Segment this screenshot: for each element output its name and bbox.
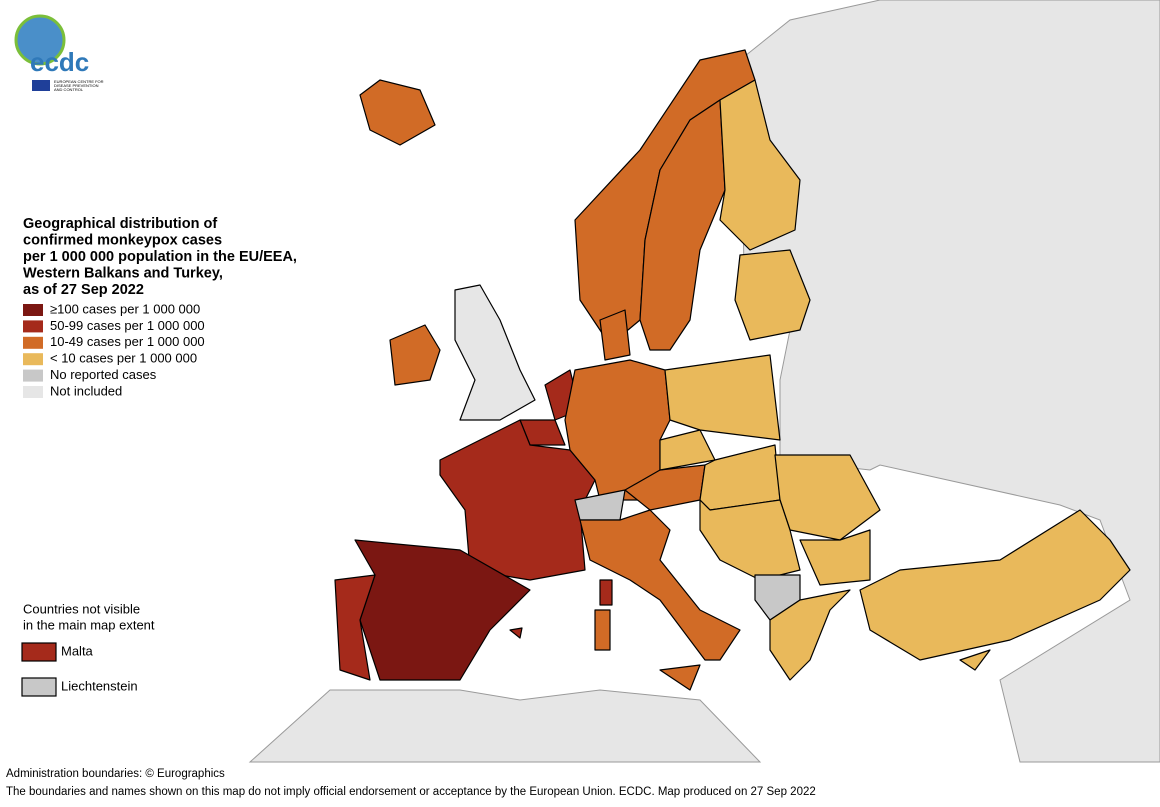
logo-globe xyxy=(16,16,64,64)
title: Geographical distribution of xyxy=(23,216,217,232)
legend-label: ≥100 cases per 1 000 000 xyxy=(50,301,200,316)
country xyxy=(799,529,871,586)
inset-label: Liechtenstein xyxy=(61,678,138,693)
inset-swatch xyxy=(21,677,57,697)
eu-flag xyxy=(32,80,50,91)
inset-label: Malta xyxy=(61,643,94,658)
country xyxy=(439,419,596,581)
country xyxy=(594,609,611,651)
country xyxy=(699,499,801,581)
footer: The boundaries and names shown on this m… xyxy=(6,786,816,798)
legend-label: No reported cases xyxy=(50,367,157,382)
legend-swatch xyxy=(23,336,43,349)
land xyxy=(739,0,1160,763)
logo: ecdc xyxy=(14,14,89,91)
country xyxy=(334,574,376,681)
logo-subtitle: EUROPEAN CENTRE FOR xyxy=(54,79,104,84)
country xyxy=(509,627,523,639)
country xyxy=(579,509,741,661)
land xyxy=(248,689,762,763)
title: as of 27 Sep 2022 xyxy=(23,282,144,298)
legend-swatch xyxy=(23,304,43,316)
country xyxy=(664,354,781,441)
country xyxy=(599,309,631,361)
country xyxy=(454,284,536,421)
inset-swatch xyxy=(21,642,57,662)
legend-swatch xyxy=(23,386,43,398)
legend-swatch xyxy=(23,320,43,333)
legend-label: Not included xyxy=(50,383,122,398)
inset-title: Countries not visible xyxy=(23,601,140,616)
country xyxy=(659,664,701,691)
country xyxy=(734,249,811,341)
legend-label: < 10 cases per 1 000 000 xyxy=(50,351,197,366)
title: Western Balkans and Turkey, xyxy=(23,265,223,281)
legend-swatch xyxy=(23,369,43,382)
country xyxy=(959,649,991,671)
country xyxy=(359,79,436,146)
country xyxy=(769,589,851,681)
logo-ring xyxy=(14,14,66,66)
country xyxy=(719,79,801,251)
legend-label: 50-99 cases per 1 000 000 xyxy=(50,318,205,333)
legend-label: 10-49 cases per 1 000 000 xyxy=(50,334,205,349)
footer: Administration boundaries: © Eurographic… xyxy=(6,768,225,780)
title: per 1 000 000 population in the EU/EEA, xyxy=(23,249,297,265)
countries xyxy=(334,49,1131,691)
country xyxy=(389,324,441,386)
legend-swatch xyxy=(23,353,43,366)
logo-subtitle: DISEASE PREVENTION xyxy=(54,83,99,88)
inset-title: in the main map extent xyxy=(23,617,155,632)
logo-subtitle: AND CONTROL xyxy=(54,87,84,92)
logo-name: ecdc xyxy=(30,47,89,77)
title: confirmed monkeypox cases xyxy=(23,232,222,248)
country xyxy=(599,579,613,606)
country xyxy=(859,509,1131,661)
